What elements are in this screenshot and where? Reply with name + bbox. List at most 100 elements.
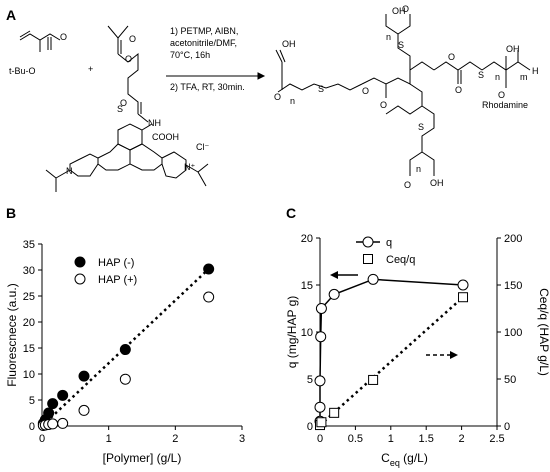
core-o-4: O (455, 85, 462, 95)
benzoic-cooh: COOH (152, 132, 179, 142)
t-butyl-acrylate-structure (19, 30, 61, 52)
y-tick-label: 30 (23, 265, 35, 277)
y-tick-label: 35 (23, 239, 35, 251)
data-point-hap-minus (57, 389, 69, 401)
x-tick-label: 0 (317, 433, 323, 445)
panel-label-c: C (286, 205, 296, 221)
x-tick-label: 1.5 (419, 433, 434, 445)
data-point-q (315, 331, 327, 343)
reaction-arrowhead (257, 72, 266, 80)
data-point-ceq-q (368, 374, 379, 385)
x-axis-title-unit: (g/L) (400, 451, 428, 465)
left-arm-o: O (274, 92, 281, 102)
thiocarbonyl-s: S (117, 104, 123, 114)
reaction-scheme: O t-Bu-O + (9, 4, 539, 192)
data-point-hap-plus (47, 418, 59, 430)
left-arm-n: n (290, 96, 295, 106)
right-arm-m: m (520, 72, 528, 82)
y-axis-left-title: q (mg/HAP g) (285, 296, 299, 368)
data-point-hap-plus (203, 291, 215, 303)
series-q-line (319, 278, 464, 422)
chart-b: 0 5 10 15 20 25 30 35 0 1 2 3 [Polymer] (g/L) Fluores… (5, 239, 245, 465)
y-left-tick-label: 10 (301, 327, 313, 339)
y-tick-label: 25 (23, 291, 35, 303)
carbonyl-o-1: O (60, 32, 67, 42)
x-tick-label: 0 (39, 433, 45, 445)
bottom-arm-n: n (416, 164, 421, 174)
left-arm-oh: OH (282, 39, 296, 49)
y-left-tick-label: 20 (301, 233, 313, 245)
bottom-arm-o: O (404, 180, 411, 190)
amine-n: N (66, 166, 73, 176)
legend-label-ceq-q: Ceq/q (386, 254, 415, 266)
series-ceq-q-line (319, 296, 464, 426)
star-polymer-structure (275, 14, 531, 176)
top-arm-s: S (398, 40, 404, 50)
plus-sign: + (88, 64, 93, 74)
legend-marker-hap-minus (74, 256, 86, 268)
core-o-3: O (448, 52, 455, 62)
ester-o-3: O (125, 54, 132, 64)
x-tick-label: 3 (239, 433, 245, 445)
rhodamine-label: Rhodamine (482, 100, 528, 110)
condition-line-3: 70°C, 16h (170, 50, 210, 60)
right-axis-arrowhead (450, 351, 458, 359)
x-tick-label: 2 (172, 433, 178, 445)
x-axis-title: [Polymer] (g/L) (103, 451, 182, 465)
data-point-q (367, 273, 379, 285)
y-tick-label: 0 (29, 421, 35, 433)
x-axis-title-subscript: eq (390, 458, 400, 468)
data-point-q (314, 401, 326, 413)
x-tick-label: 0.5 (348, 433, 363, 445)
iminium-n-plus: N⁺ (184, 162, 195, 172)
y-tick-label: 15 (23, 343, 35, 355)
data-point-ceq-q (458, 292, 469, 303)
bottom-arm-oh: OH (430, 178, 444, 188)
legend-label-hap-plus: HAP (+) (98, 274, 137, 286)
x-tick-label: 2.5 (489, 433, 504, 445)
data-point-hap-plus (57, 417, 69, 429)
data-point-q (315, 303, 327, 314)
y-axis-title: Fluorescnece (a.u.) (5, 283, 19, 386)
reactant-t-bu-o: t-Bu-O (9, 66, 36, 76)
data-point-hap-minus (43, 407, 55, 419)
right-arm-h: H (532, 66, 539, 76)
core-o-2: O (380, 100, 387, 110)
legend-label-q: q (386, 237, 392, 249)
data-point-q (314, 375, 326, 387)
legend-marker-q (362, 236, 374, 248)
y-tick-label: 10 (23, 369, 35, 381)
y-right-tick-label: 200 (504, 233, 522, 245)
right-arm-n: n (495, 72, 500, 82)
panel-label-a: A (6, 7, 16, 23)
data-point-hap-minus (47, 398, 59, 410)
data-point-hap-minus (203, 263, 215, 275)
left-arm-s: S (318, 84, 324, 94)
data-point-ceq-q (316, 417, 327, 428)
core-o-1: O (362, 86, 369, 96)
data-point-hap-minus (119, 344, 131, 356)
y-right-tick-label: 100 (504, 327, 522, 339)
condition-line-2: acetonitrile/DMF, (170, 38, 237, 48)
condition-line-1: 1) PETMP, AIBN, (170, 26, 238, 36)
y-tick-label: 5 (29, 395, 35, 407)
y-left-tick-label: 5 (307, 374, 313, 386)
right-arm-s: S (478, 70, 484, 80)
y-right-tick-label: 0 (504, 421, 510, 433)
y-right-tick-label: 50 (504, 374, 516, 386)
x-axis-title-main: C (381, 451, 390, 465)
data-point-hap-minus (78, 370, 90, 382)
x-tick-label: 1 (106, 433, 112, 445)
y-right-tick-label: 150 (504, 280, 522, 292)
right-arm-oh: OH (506, 44, 520, 54)
top-arm-o: O (402, 4, 409, 14)
panel-label-b: B (6, 205, 16, 221)
x-axis-title: Ceq (g/L) (381, 451, 428, 468)
top-arm-oh: OH (392, 6, 406, 16)
data-point-hap-plus (78, 404, 90, 416)
chloride-ion: Cl⁻ (196, 142, 209, 152)
thio-o: O (120, 98, 127, 108)
